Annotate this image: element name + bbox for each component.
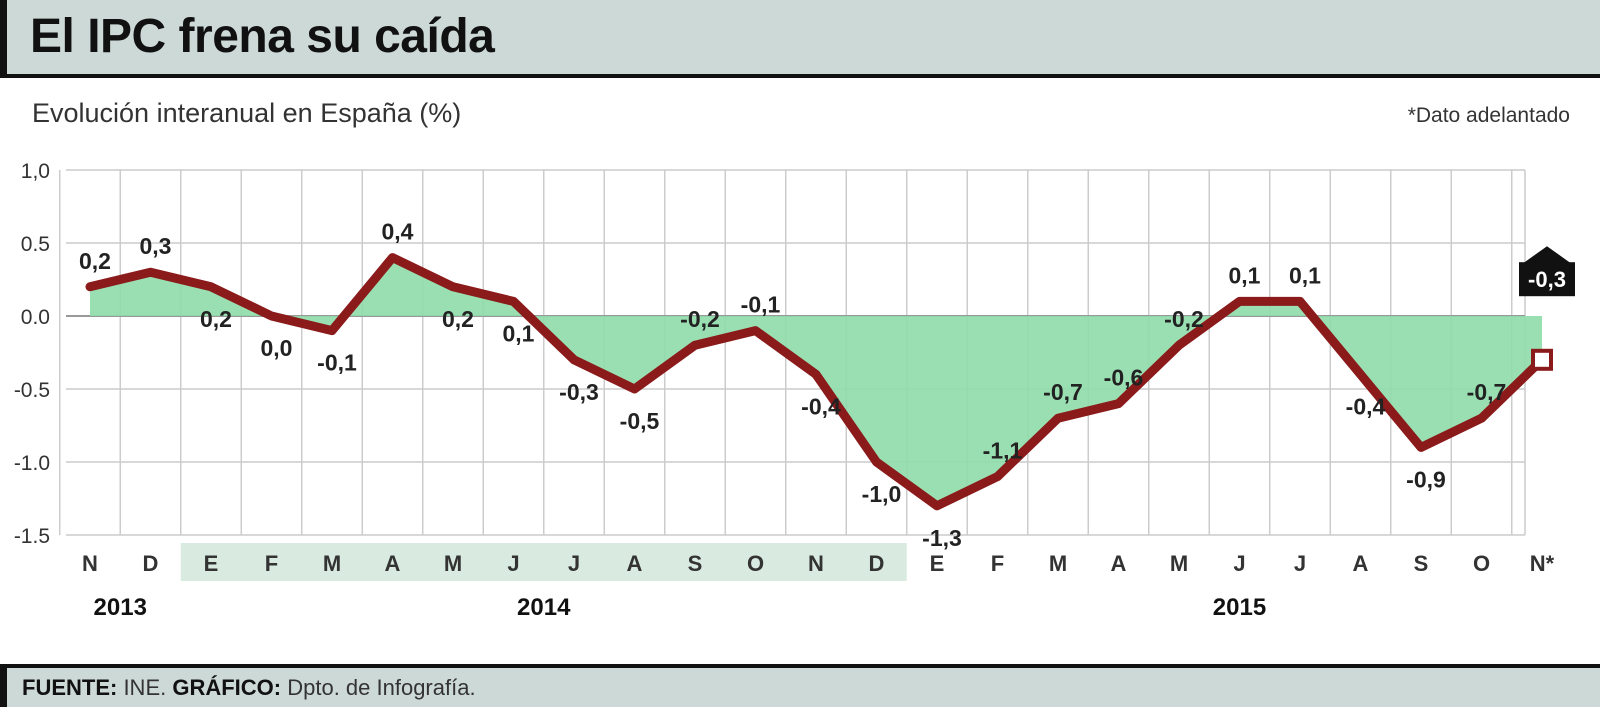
data-label: -0,7 — [1043, 379, 1083, 405]
year-label: 2014 — [517, 594, 571, 621]
data-label: 0,1 — [1289, 262, 1321, 288]
data-label: -0,7 — [1467, 379, 1507, 405]
data-label: -0,3 — [559, 379, 599, 405]
data-label: 0,4 — [382, 219, 414, 245]
source-credit: FUENTE: INE. GRÁFICO: Dpto. de Infografí… — [22, 675, 476, 701]
graphic-label: GRÁFICO: — [172, 675, 282, 700]
x-tick-label: M — [1049, 551, 1067, 576]
month-band-2014 — [180, 543, 907, 581]
data-label: -0,4 — [1346, 393, 1386, 419]
y-tick-label: 0.5 — [21, 233, 50, 256]
data-label: 0,3 — [140, 233, 172, 259]
x-tick-label: E — [204, 551, 219, 576]
data-label: -0,1 — [741, 292, 781, 318]
x-tick-label: M — [323, 551, 341, 576]
data-label: -0,5 — [620, 408, 660, 434]
source-value: INE. — [117, 675, 173, 700]
x-tick-label: M — [444, 551, 462, 576]
data-label: 0,1 — [1229, 262, 1261, 288]
data-label: -1,0 — [862, 481, 902, 507]
area-fill — [90, 257, 1542, 506]
x-tick-label: N — [808, 551, 824, 576]
cpi-line-chart: 1,0 0.5 0.0 -0.5 -1.0 -1.5 0,2 0,3 0,2 0,0 -0,1 0,4… — [14, 160, 1575, 621]
last-point-marker — [1531, 348, 1553, 371]
x-tick-label: N — [82, 551, 98, 576]
year-label: 2013 — [94, 594, 147, 621]
data-label: -0,4 — [801, 393, 841, 419]
header-rule — [0, 74, 1600, 78]
y-tick-label: 0.0 — [21, 306, 50, 329]
x-tick-label: A — [1111, 551, 1127, 576]
x-tick-label: F — [991, 551, 1004, 576]
x-tick-label: J — [1233, 551, 1245, 576]
x-tick-label: O — [1473, 551, 1490, 576]
callout-value: -0,3 — [1528, 267, 1566, 292]
data-label: -1,3 — [922, 525, 962, 551]
x-tick-label: J — [507, 551, 519, 576]
x-tick-label: E — [930, 551, 945, 576]
x-tick-label: O — [747, 551, 764, 576]
x-tick-label: D — [143, 551, 159, 576]
data-label: -0,2 — [680, 306, 720, 332]
data-label: 0,0 — [261, 335, 293, 361]
footer-band: FUENTE: INE. GRÁFICO: Dpto. de Infografí… — [0, 664, 1600, 707]
x-tick-label: F — [265, 551, 278, 576]
header-accent-bar — [0, 0, 7, 76]
callout-badge — [1519, 262, 1575, 297]
x-tick-label: D — [869, 551, 885, 576]
y-tick-label: -0.5 — [14, 379, 50, 402]
source-label: FUENTE: — [22, 675, 118, 700]
data-label: -0,2 — [1164, 306, 1204, 332]
data-label: -0,1 — [317, 350, 357, 376]
footnote-advance-data: *Dato adelantado — [1407, 104, 1570, 127]
chart-title: El IPC frena su caída — [30, 10, 495, 63]
year-label: 2015 — [1213, 594, 1266, 621]
footer-rule — [0, 664, 1600, 668]
data-label: 0,1 — [503, 320, 535, 346]
data-label: 0,2 — [200, 306, 232, 332]
x-tick-label: S — [688, 551, 703, 576]
data-label: 0,2 — [442, 306, 474, 332]
x-tick-label: A — [1353, 551, 1369, 576]
y-tick-label: -1.0 — [14, 452, 50, 475]
cpi-series-line — [85, 253, 1547, 511]
x-tick-label: J — [1294, 551, 1306, 576]
header-band: El IPC frena su caída — [0, 0, 1600, 78]
x-tick-label: A — [385, 551, 401, 576]
footer-accent-bar — [0, 664, 7, 707]
chart-subtitle: Evolución interanual en España (%) — [32, 98, 462, 128]
y-tick-label: -1.5 — [14, 525, 50, 548]
data-label: -0,6 — [1104, 365, 1144, 391]
x-tick-label: N* — [1530, 551, 1555, 576]
data-label: -0,9 — [1406, 466, 1446, 492]
data-label: 0,2 — [79, 248, 111, 274]
data-label: -1,1 — [983, 438, 1023, 464]
graphic-value: Dpto. de Infografía. — [281, 675, 476, 700]
x-tick-label: J — [568, 551, 580, 576]
y-tick-label: 1,0 — [21, 160, 50, 183]
x-tick-label: M — [1170, 551, 1188, 576]
callout-arrow — [1519, 246, 1575, 267]
x-tick-label: S — [1414, 551, 1429, 576]
x-tick-label: A — [627, 551, 643, 576]
